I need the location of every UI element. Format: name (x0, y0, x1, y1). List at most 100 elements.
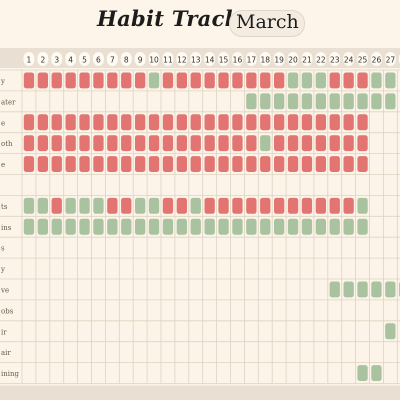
habit-check-cell[interactable] (135, 156, 146, 172)
habit-check-cell[interactable] (135, 114, 146, 131)
habit-check-cell[interactable] (107, 72, 118, 89)
habit-check-cell[interactable] (287, 156, 299, 172)
habit-check-cell[interactable] (162, 135, 174, 152)
habit-check-cell[interactable] (121, 114, 132, 131)
habit-check-cell[interactable] (315, 93, 326, 110)
habit-check-cell[interactable] (79, 114, 90, 131)
habit-check-cell[interactable] (65, 135, 76, 152)
habit-check-cell[interactable] (357, 197, 368, 214)
habit-check-cell[interactable] (37, 156, 48, 172)
habit-check-cell[interactable] (315, 72, 326, 89)
habit-check-cell[interactable] (51, 197, 62, 214)
habit-check-cell[interactable] (204, 135, 215, 152)
habit-check-cell[interactable] (371, 93, 382, 110)
habit-check-cell[interactable] (176, 218, 187, 235)
habit-check-cell[interactable] (274, 135, 285, 152)
habit-check-cell[interactable] (371, 72, 382, 89)
habit-check-cell[interactable] (121, 72, 132, 89)
habit-check-cell[interactable] (357, 93, 368, 110)
habit-check-cell[interactable] (301, 93, 313, 110)
habit-check-cell[interactable] (343, 197, 354, 214)
habit-check-cell[interactable] (343, 93, 354, 110)
habit-check-cell[interactable] (385, 323, 396, 340)
habit-check-cell[interactable] (329, 218, 340, 235)
habit-check-cell[interactable] (287, 72, 299, 89)
habit-check-cell[interactable] (51, 72, 62, 89)
habit-check-cell[interactable] (93, 114, 104, 131)
habit-check-cell[interactable] (315, 135, 326, 152)
habit-check-cell[interactable] (274, 197, 285, 214)
habit-check-cell[interactable] (260, 197, 271, 214)
habit-check-cell[interactable] (329, 281, 340, 298)
habit-check-cell[interactable] (246, 93, 257, 110)
habit-check-cell[interactable] (218, 197, 229, 214)
habit-check-cell[interactable] (246, 218, 257, 235)
habit-check-cell[interactable] (329, 72, 340, 89)
habit-check-cell[interactable] (23, 72, 35, 89)
habit-check-cell[interactable] (23, 197, 35, 214)
habit-check-cell[interactable] (107, 135, 118, 152)
habit-check-cell[interactable] (190, 114, 201, 131)
habit-check-cell[interactable] (37, 197, 48, 214)
habit-check-cell[interactable] (232, 197, 243, 214)
habit-check-cell[interactable] (93, 135, 104, 152)
habit-check-cell[interactable] (371, 281, 382, 298)
habit-check-cell[interactable] (176, 156, 187, 172)
habit-check-cell[interactable] (329, 93, 340, 110)
habit-check-cell[interactable] (51, 218, 62, 235)
habit-check-cell[interactable] (329, 197, 340, 214)
habit-check-cell[interactable] (246, 135, 257, 152)
habit-check-cell[interactable] (357, 281, 368, 298)
habit-check-cell[interactable] (218, 135, 229, 152)
habit-check-cell[interactable] (357, 135, 368, 152)
habit-check-cell[interactable] (51, 114, 62, 131)
habit-check-cell[interactable] (79, 156, 90, 172)
habit-check-cell[interactable] (274, 156, 285, 172)
habit-check-cell[interactable] (357, 156, 368, 172)
habit-check-cell[interactable] (218, 156, 229, 172)
habit-check-cell[interactable] (37, 72, 48, 89)
habit-check-cell[interactable] (232, 135, 243, 152)
habit-check-cell[interactable] (162, 197, 174, 214)
habit-check-cell[interactable] (162, 218, 174, 235)
habit-check-cell[interactable] (79, 197, 90, 214)
habit-check-cell[interactable] (121, 218, 132, 235)
habit-check-cell[interactable] (148, 72, 160, 89)
habit-check-cell[interactable] (301, 218, 313, 235)
habit-check-cell[interactable] (301, 72, 313, 89)
habit-check-cell[interactable] (23, 156, 35, 172)
habit-check-cell[interactable] (204, 156, 215, 172)
habit-check-cell[interactable] (329, 114, 340, 131)
habit-check-cell[interactable] (260, 218, 271, 235)
habit-check-cell[interactable] (274, 114, 285, 131)
habit-check-cell[interactable] (176, 114, 187, 131)
habit-check-cell[interactable] (135, 72, 146, 89)
habit-check-cell[interactable] (65, 72, 76, 89)
habit-check-cell[interactable] (301, 156, 313, 172)
habit-check-cell[interactable] (204, 197, 215, 214)
habit-check-cell[interactable] (385, 93, 396, 110)
habit-check-cell[interactable] (51, 156, 62, 172)
habit-check-cell[interactable] (357, 218, 368, 235)
habit-check-cell[interactable] (218, 218, 229, 235)
habit-check-cell[interactable] (190, 72, 201, 89)
habit-check-cell[interactable] (107, 218, 118, 235)
habit-check-cell[interactable] (93, 197, 104, 214)
habit-check-cell[interactable] (135, 197, 146, 214)
habit-check-cell[interactable] (315, 197, 326, 214)
habit-check-cell[interactable] (385, 281, 396, 298)
habit-check-cell[interactable] (176, 135, 187, 152)
habit-check-cell[interactable] (107, 114, 118, 131)
habit-check-cell[interactable] (190, 156, 201, 172)
habit-check-cell[interactable] (93, 218, 104, 235)
habit-check-cell[interactable] (190, 218, 201, 235)
habit-check-cell[interactable] (107, 156, 118, 172)
habit-check-cell[interactable] (343, 156, 354, 172)
habit-check-cell[interactable] (37, 135, 48, 152)
habit-check-cell[interactable] (107, 197, 118, 214)
habit-check-cell[interactable] (65, 218, 76, 235)
habit-check-cell[interactable] (232, 218, 243, 235)
habit-check-cell[interactable] (121, 135, 132, 152)
habit-check-cell[interactable] (162, 156, 174, 172)
habit-check-cell[interactable] (135, 135, 146, 152)
